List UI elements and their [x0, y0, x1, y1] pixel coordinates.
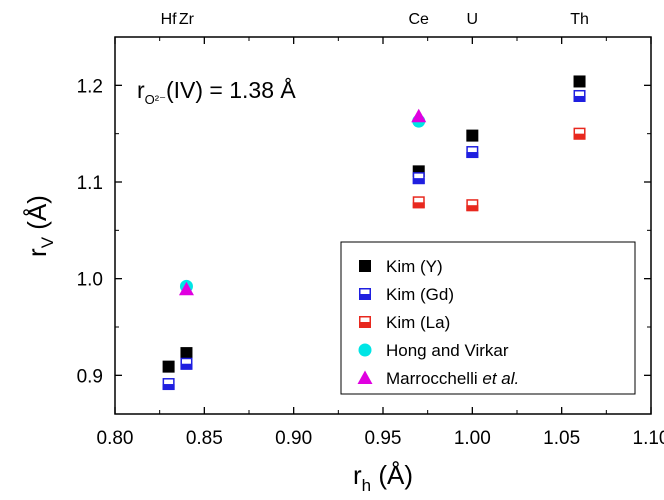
y-tick-label: 1.1 — [77, 173, 103, 194]
y-tick-label: 1.2 — [77, 76, 103, 97]
y-axis-label-unit: (Å) — [22, 195, 52, 237]
legend-label: Kim (Gd) — [386, 285, 454, 304]
x-tick-label: 0.80 — [97, 428, 134, 449]
annotation-sub: O²⁻ — [145, 92, 166, 107]
data-point — [466, 146, 479, 159]
y-tick-label: 0.9 — [77, 366, 103, 387]
x-tick-label: 0.95 — [365, 428, 402, 449]
y-axis-label-main: r — [22, 248, 52, 257]
legend-box — [340, 241, 636, 395]
data-point — [466, 199, 479, 212]
top-axis-label: Ce — [409, 11, 430, 28]
x-axis-label-main: r — [353, 460, 362, 490]
legend-label: Kim (La) — [386, 313, 450, 332]
data-point — [162, 378, 175, 391]
legend: Kim (Y) Kim (Gd) Kim (La) Hong and Virkar Ma… — [340, 241, 636, 395]
y-axis-label: rV (Å) — [22, 195, 57, 257]
x-axis-label: rh (Å) — [353, 460, 413, 495]
top-axis-label: Th — [570, 11, 589, 28]
x-axis-ticks: 0.80 0.85 0.90 0.95 1.00 1.05 1.10 — [97, 37, 664, 449]
legend-label: Kim (Y) — [386, 257, 443, 276]
y-axis-ticks: 0.9 1.0 1.1 1.2 — [77, 76, 651, 387]
legend-label: Hong and Virkar — [386, 341, 509, 360]
legend-marker — [359, 260, 371, 272]
data-point — [573, 127, 586, 140]
legend-marker — [359, 316, 371, 328]
top-axis-label: U — [467, 11, 479, 28]
legend-marker — [358, 343, 372, 357]
data-point — [162, 360, 175, 373]
legend-marker — [359, 288, 371, 300]
y-axis-label-sub: V — [38, 236, 57, 248]
x-tick-label: 1.00 — [454, 428, 491, 449]
data-point — [412, 172, 425, 185]
annotation-pre: r — [137, 77, 145, 103]
annotation-post: (IV) = 1.38 Å — [166, 76, 296, 103]
x-axis-label-sub: h — [362, 476, 371, 495]
x-tick-label: 1.10 — [633, 428, 664, 449]
legend-label: Marrocchelli et al. — [386, 369, 519, 388]
y-tick-label: 1.0 — [77, 270, 103, 291]
data-point — [180, 357, 193, 370]
data-point — [573, 75, 586, 88]
data-points — [162, 75, 586, 391]
x-tick-label: 0.90 — [275, 428, 312, 449]
data-point — [573, 89, 586, 102]
data-point — [412, 196, 425, 209]
top-axis-label: Zr — [179, 11, 195, 28]
data-point — [411, 108, 427, 123]
annotation: rO²⁻(IV) = 1.38 Å — [137, 76, 296, 107]
x-tick-label: 0.85 — [186, 428, 223, 449]
data-point — [180, 347, 193, 360]
legend-marker — [357, 370, 373, 384]
top-axis-label: Hf — [161, 11, 178, 28]
data-point — [466, 129, 479, 142]
x-axis-label-unit: (Å) — [371, 460, 413, 490]
top-axis-labels: Hf Zr Ce U Th — [161, 11, 589, 28]
data-point — [178, 281, 194, 296]
x-tick-label: 1.05 — [543, 428, 580, 449]
